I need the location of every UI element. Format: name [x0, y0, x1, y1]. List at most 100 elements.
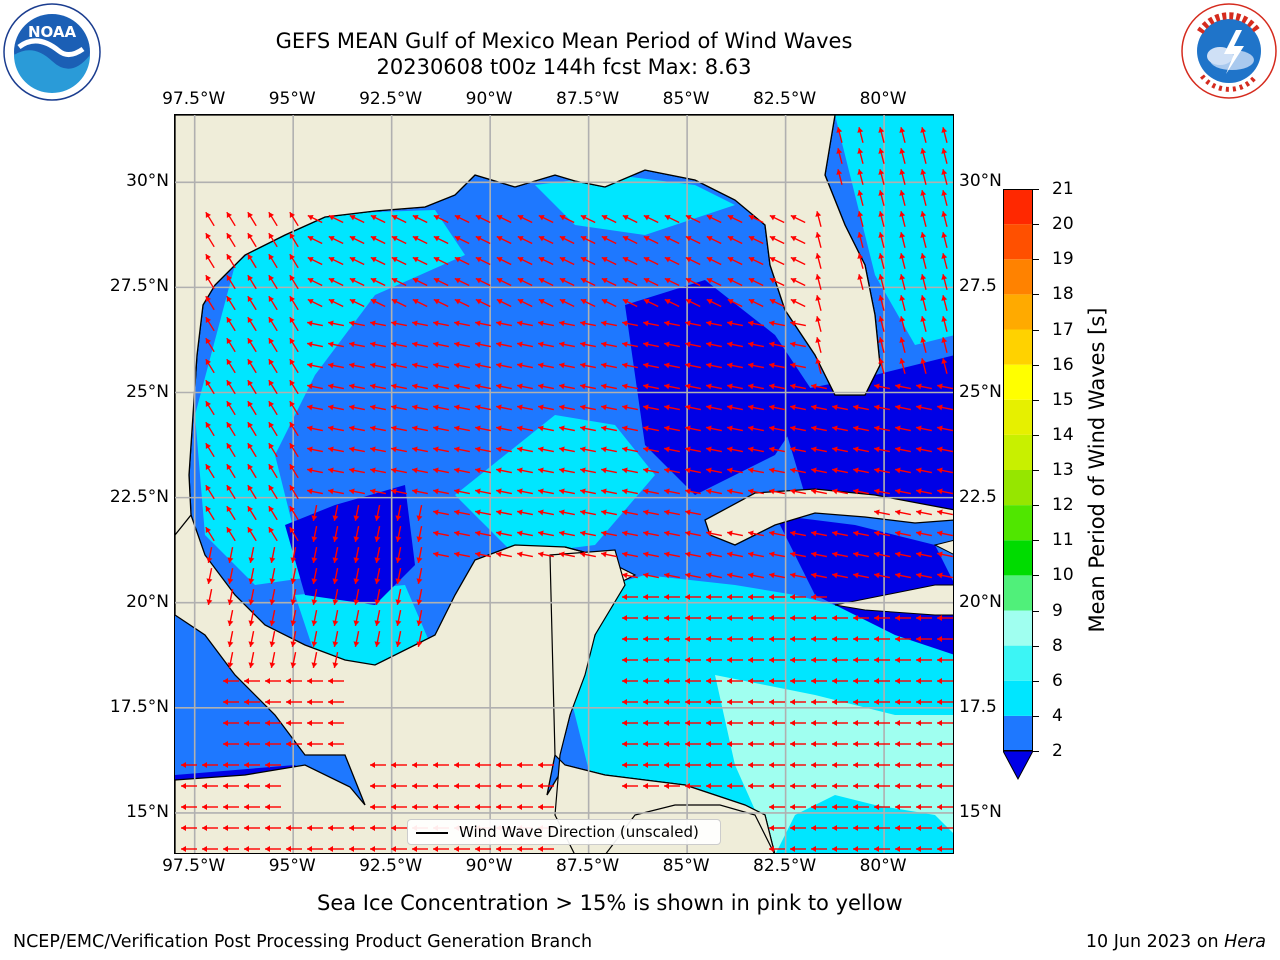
wind-arrow-head	[268, 359, 274, 366]
wind-arrow-head	[899, 211, 906, 217]
wind-arrow-head	[874, 678, 879, 684]
wind-arrow-head	[769, 846, 774, 852]
wind-arrow-head	[391, 446, 397, 453]
wind-arrow-head	[370, 277, 377, 284]
wind-arrow-head	[769, 341, 775, 348]
wind-arrow-head	[727, 762, 732, 768]
wind-arrow-head	[538, 277, 545, 284]
wind-arrow-head	[307, 235, 314, 242]
latitude-label-left: 20°N	[126, 591, 169, 612]
wind-arrow-head	[268, 422, 274, 429]
latitude-label-right: 22.5	[959, 486, 997, 507]
wind-arrow-head	[685, 594, 690, 600]
wind-arrow-head	[706, 446, 712, 453]
wind-arrow-head	[412, 488, 418, 495]
wind-arrow-head	[226, 212, 232, 219]
wind-arrow-head	[643, 762, 648, 768]
wind-arrow-head	[643, 530, 649, 537]
wind-arrow-head	[559, 235, 566, 242]
wind-arrow-head	[412, 425, 418, 432]
period-band-2s-florida-straits	[775, 355, 953, 515]
wind-arrow-head	[268, 233, 274, 240]
colorbar-tick-label: 13	[1052, 460, 1074, 480]
wind-arrow-head	[475, 488, 481, 495]
wind-arrow-head	[937, 699, 942, 705]
wind-arrow-head	[374, 536, 381, 542]
wind-arrow-head	[706, 551, 712, 558]
wind-arrow-head	[916, 783, 921, 789]
wind-arrow-head	[247, 254, 253, 261]
wind-arrow-head	[247, 233, 253, 240]
wind-arrow-head	[706, 699, 711, 705]
wind-arrow-head	[895, 825, 900, 831]
wind-arrow-head	[416, 641, 423, 647]
wind-arrow-head	[727, 657, 732, 663]
wind-arrow-head	[790, 594, 795, 600]
wind-arrow-head	[920, 127, 927, 133]
wind-arrow-head	[790, 383, 796, 390]
colorbar-segment	[1003, 399, 1033, 435]
wind-arrow-head	[748, 404, 754, 411]
wind-arrow-head	[899, 148, 906, 154]
wind-arrow-head	[664, 383, 670, 390]
wind-arrow-head	[874, 425, 880, 432]
wind-arrow-head	[664, 699, 669, 705]
wind-arrow-head	[895, 699, 900, 705]
wind-arrow-head	[433, 235, 440, 242]
wind-arrow-head	[454, 277, 461, 284]
wind-arrow-head	[916, 404, 922, 411]
wind-arrow-head	[878, 274, 885, 280]
wind-arrow-head	[601, 362, 607, 369]
longitude-label-top: 85°W	[662, 89, 710, 109]
wind-arrow-head	[664, 572, 670, 579]
wind-arrow-head	[247, 359, 253, 366]
wind-arrow-head	[248, 599, 255, 605]
wind-arrow-head	[454, 214, 461, 221]
wind-arrow-head	[815, 232, 822, 238]
wind-arrow-head	[517, 341, 523, 348]
wind-arrow-head	[223, 846, 228, 852]
wind-arrow-head	[832, 657, 837, 663]
wind-arrow-head	[895, 572, 901, 579]
wind-arrow-head	[226, 317, 232, 324]
wind-arrow-head	[307, 298, 314, 305]
wind-arrow-head	[311, 641, 318, 647]
wind-arrow-head	[580, 341, 586, 348]
wind-arrow-head	[853, 572, 859, 579]
wind-arrow-head	[916, 530, 922, 537]
wind-arrow-head	[580, 425, 586, 432]
wind-arrow-head	[853, 446, 859, 453]
wind-arrow-head	[748, 467, 754, 474]
wind-arrow-head	[937, 383, 943, 390]
colorbar-tick-label: 15	[1052, 389, 1074, 410]
wind-arrow-head	[454, 404, 460, 411]
wind-arrow-head	[601, 341, 607, 348]
wind-arrow-head	[226, 401, 232, 408]
wind-arrow-head	[769, 636, 774, 642]
wind-arrow-head	[916, 509, 922, 516]
wind-arrow-head	[941, 232, 948, 238]
colorbar-tick-label: 17	[1052, 319, 1074, 340]
wind-arrow-head	[916, 383, 922, 390]
wind-arrow-head	[311, 620, 318, 626]
wind-arrow-head	[748, 699, 753, 705]
wind-arrow-head	[664, 404, 670, 411]
latitude-label-right: 15°N	[959, 801, 1002, 822]
wind-arrow-head	[916, 615, 921, 621]
wind-arrow-head	[332, 620, 339, 626]
wind-arrow-head	[937, 615, 942, 621]
noaa-logo-text: NOAA	[28, 23, 77, 41]
wind-arrow-head	[643, 594, 648, 600]
wind-arrow-head	[727, 320, 733, 327]
wind-arrow-head	[622, 783, 627, 789]
colorbar-tick-mark	[1033, 470, 1039, 471]
wind-arrow-head	[815, 211, 822, 217]
wind-arrow-head	[895, 530, 901, 537]
wind-arrow-head	[664, 762, 669, 768]
wind-arrow-head	[328, 256, 335, 263]
wind-arrow-head	[496, 509, 502, 516]
wind-arrow-head	[920, 148, 927, 154]
wind-arrow-head	[244, 720, 249, 726]
wind-arrow-head	[685, 783, 690, 789]
wind-arrow-head	[920, 295, 927, 301]
